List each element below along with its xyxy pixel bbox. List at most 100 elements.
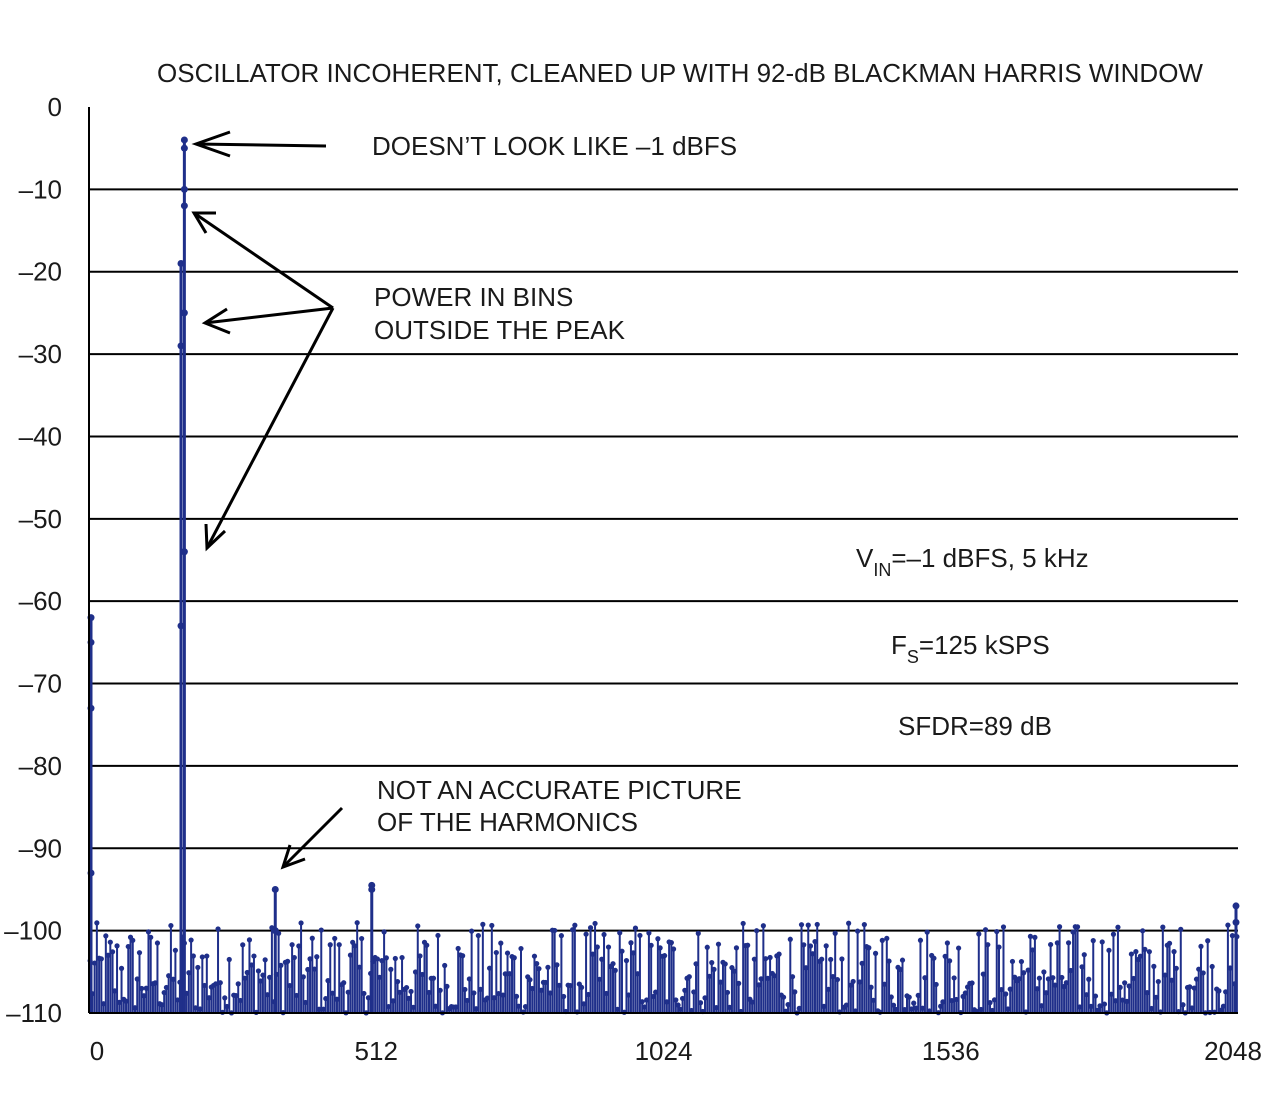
noise-point [801, 942, 807, 948]
noise-point [846, 920, 852, 926]
noise-point [1086, 976, 1092, 982]
noise-point [558, 933, 564, 939]
noise-point [917, 937, 924, 943]
noise-point [1133, 949, 1139, 955]
noise-point [1003, 991, 1009, 997]
noise-point [531, 953, 538, 959]
noise-point [605, 944, 612, 950]
noise-point [437, 987, 443, 993]
noise-point [172, 947, 178, 953]
peak-point [177, 622, 185, 630]
noise-point [498, 940, 504, 946]
noise-point [403, 984, 410, 991]
noise-point [686, 974, 692, 980]
noise-point [828, 956, 834, 963]
noise-point [1027, 933, 1034, 939]
fs-annotation: FS=125 kSPS [891, 630, 1050, 667]
noise-point [195, 964, 201, 971]
noise-point [435, 932, 441, 939]
noise-point [740, 920, 746, 927]
noise-point [1166, 940, 1173, 946]
noise-point [956, 945, 962, 951]
noise-point [612, 967, 618, 973]
noise-point [814, 921, 820, 928]
noise-point [148, 934, 154, 940]
noise-point [251, 953, 257, 959]
noise-point [767, 954, 773, 961]
noise-point [1110, 931, 1117, 937]
noise-point [469, 928, 475, 934]
noise-point [792, 989, 798, 995]
harmonics-annotation-line1: NOT AN ACCURATE PICTURE [377, 775, 742, 805]
noise-point [1081, 952, 1087, 958]
noise-point [1036, 975, 1042, 981]
x-tick-labels: 0 512 1024 1536 2048 [90, 1036, 1262, 1066]
noise-point [879, 937, 885, 943]
noise-point [534, 961, 540, 967]
peak-point [180, 548, 188, 556]
noise-point [594, 944, 600, 950]
noise-point [1032, 934, 1038, 940]
noise-point [204, 953, 210, 959]
noise-point [619, 948, 625, 954]
noise-point [114, 943, 120, 949]
noise-point [118, 965, 125, 971]
noise-point [610, 961, 616, 967]
fs-main: F [891, 630, 907, 660]
peak-point [177, 342, 185, 350]
noise-point [298, 920, 304, 926]
noise-point [1151, 963, 1157, 969]
noise-point [1115, 924, 1121, 930]
noise-point [215, 926, 221, 932]
noise-point [861, 921, 867, 928]
noise-point [291, 954, 297, 961]
noise-point [381, 929, 387, 935]
noise-point [886, 958, 892, 964]
noise-point [628, 940, 634, 946]
noise-point [246, 937, 253, 943]
noise-point [670, 946, 677, 952]
noise-point [944, 940, 950, 946]
noise-point [199, 954, 205, 960]
noise-point [760, 923, 766, 929]
x-tick-label: 0 [90, 1036, 104, 1066]
noise-point [834, 976, 841, 983]
noise-point [336, 942, 342, 948]
y-tick-labels: 0 –10 –20 –30 –40 –50 –60 –70 –80 –90 –100 –110 [4, 92, 62, 1028]
noise-point [417, 953, 423, 959]
noise-point [480, 921, 486, 927]
noise-point [823, 943, 829, 949]
noise-point [1106, 947, 1112, 953]
noise-point [255, 968, 262, 974]
noise-point [1198, 943, 1204, 949]
peak-point [271, 885, 279, 893]
noise-point [807, 943, 814, 949]
noise-point [872, 950, 879, 956]
peak-point [1232, 902, 1240, 910]
noise-point [639, 999, 645, 1005]
peak-arrow [191, 130, 327, 158]
noise-point [763, 956, 769, 962]
noise-point [217, 980, 223, 986]
peak-point [271, 927, 279, 935]
noise-point [1041, 969, 1047, 975]
y-tick-label: –40 [19, 421, 62, 451]
y-tick-label: –70 [19, 669, 62, 699]
noise-point [154, 940, 161, 946]
noise-point [561, 993, 567, 1000]
noise-point [318, 927, 324, 933]
noise-point [1048, 941, 1054, 948]
noise-point [188, 937, 194, 943]
noise-point [798, 922, 805, 928]
noise-point [745, 942, 751, 948]
noise-point [1099, 939, 1105, 945]
noise-point [168, 922, 174, 929]
x-tick-label: 1536 [922, 1036, 980, 1066]
noise-point [648, 942, 654, 948]
noise-point [1155, 978, 1161, 985]
y-tick-label: 0 [48, 92, 62, 122]
noise-point [309, 935, 315, 941]
noise-point [572, 922, 578, 928]
noise-point [839, 956, 845, 962]
noise-point [1142, 946, 1148, 952]
